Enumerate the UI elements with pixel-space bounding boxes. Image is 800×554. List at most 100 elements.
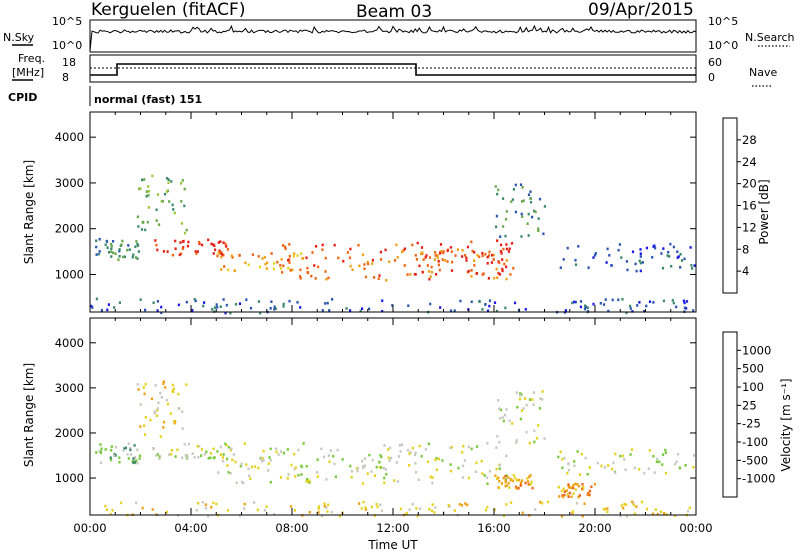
vel-echo-cell — [129, 448, 132, 452]
vel-echo-cell — [332, 454, 335, 458]
power-echo-cell — [414, 273, 417, 276]
colorbar-tick-label: -500 — [742, 453, 768, 467]
power-echo-cell — [317, 265, 320, 269]
vel-echo-cell — [572, 486, 575, 490]
vel-echo-cell — [570, 486, 573, 489]
vel-echo-cell — [114, 454, 117, 457]
power-echo-cell — [272, 267, 275, 271]
power-echo-cell — [328, 309, 331, 312]
vel-echo-cell — [267, 469, 270, 472]
power-echo-cell — [542, 232, 545, 236]
ytick-label: 4000 — [55, 130, 84, 144]
power-echo-cell — [276, 260, 279, 264]
vel-echo-cell — [197, 455, 200, 459]
vel-echo-cell — [521, 511, 524, 515]
station-title: Kerguelen (fitACF) — [91, 0, 245, 20]
vel-echo-region — [557, 448, 696, 476]
vel-echo-cell — [578, 494, 581, 497]
vel-echo-region — [95, 442, 142, 465]
vel-echo-cell — [262, 458, 265, 462]
vel-echo-cell — [143, 424, 146, 427]
power-echo-cell — [110, 244, 113, 248]
vel-echo-cell — [519, 393, 522, 397]
vel-echo-cell — [158, 455, 161, 458]
ytick-label: 1000 — [55, 267, 84, 281]
vel-echo-cell — [461, 476, 464, 479]
power-echo-cell — [287, 266, 290, 270]
vel-echo-cell — [560, 489, 563, 493]
power-echo-cell — [221, 253, 224, 256]
vel-echo-cell — [160, 396, 163, 399]
vel-echo-cell — [495, 467, 498, 471]
vel-echo-cell — [648, 449, 651, 452]
power-echo-cell — [645, 246, 648, 250]
power-echo-cell — [114, 252, 117, 255]
vel-echo-cell — [156, 408, 159, 412]
vel-echo-cell — [505, 503, 508, 506]
power-echo-cell — [533, 209, 536, 213]
power-echo-cell — [496, 239, 499, 242]
vel-echo-region — [494, 474, 534, 490]
power-echo-cell — [265, 267, 268, 270]
vel-echo-cell — [300, 464, 303, 468]
vel-echo-cell — [387, 448, 390, 451]
vel-echo-cell — [619, 514, 622, 518]
vel-echo-cell — [257, 466, 260, 470]
power-echo-cell — [147, 194, 150, 197]
power-echo-cell — [689, 246, 692, 249]
colorbar-tick-label: 16 — [742, 199, 757, 213]
power-echo-cell — [487, 254, 491, 257]
ytick-label: 2000 — [55, 222, 84, 236]
vel-echo-cell — [156, 407, 159, 410]
vel-echo-cell — [462, 444, 465, 448]
power-echo-cell — [95, 239, 98, 243]
colorbar-tick-label: -25 — [742, 417, 761, 431]
vel-echo-cell — [279, 476, 283, 479]
vel-echo-cell — [457, 466, 460, 470]
velocity-panel: 1000 2000 3000 4000 — [55, 317, 697, 518]
power-echo-cell — [196, 250, 199, 253]
vel-echo-cell — [467, 476, 471, 480]
power-echo-cell — [505, 259, 508, 262]
vel-echo-cell — [305, 465, 308, 468]
vel-echo-cell — [572, 492, 575, 495]
power-echo-cell — [257, 300, 260, 303]
vel-echo-cell — [380, 455, 383, 459]
power-echo-cell — [333, 243, 336, 247]
vel-echo-cell — [364, 506, 367, 509]
vel-echo-cell — [132, 457, 135, 460]
vel-echo-cell — [378, 460, 381, 464]
vel-echo-cell — [232, 453, 235, 456]
power-echo-cell — [481, 254, 484, 258]
power-echo-cell — [363, 263, 366, 266]
vel-echo-cell — [514, 476, 517, 480]
vel-echo-cell — [375, 503, 378, 506]
vel-echo-cell — [183, 443, 186, 446]
power-echo-cell — [219, 305, 222, 308]
power-echo-cell — [470, 300, 473, 304]
vel-echo-cell — [579, 473, 582, 476]
vel-echo-cell — [638, 468, 641, 471]
vel-echo-cell — [104, 504, 107, 508]
vel-echo-cell — [593, 483, 596, 486]
vel-echo-cell — [144, 416, 147, 419]
power-echo-cell — [439, 252, 442, 255]
time-axis-labels: 00:00 04:00 08:00 12:00 16:00 20:00 00:00 — [73, 521, 712, 535]
power-echo-region — [154, 238, 229, 257]
vel-echo-cell — [607, 464, 610, 467]
vel-echo-region — [557, 482, 596, 499]
power-echo-cell — [146, 220, 149, 224]
vel-echo-cell — [431, 476, 434, 479]
nsearch-tick-bottom: 10^0 — [708, 39, 738, 52]
vel-echo-cell — [461, 451, 464, 454]
power-echo-cell — [167, 178, 170, 181]
vel-echo-cell — [317, 507, 320, 510]
vel-echo-cell — [519, 484, 522, 487]
vel-echo-cell — [654, 508, 657, 511]
power-echo-cell — [538, 197, 542, 201]
power-echo-cell — [219, 240, 222, 243]
vel-echo-cell — [185, 383, 188, 386]
vel-echo-cell — [350, 470, 353, 473]
power-echo-cell — [662, 299, 665, 303]
power-echo-cell — [505, 217, 508, 221]
